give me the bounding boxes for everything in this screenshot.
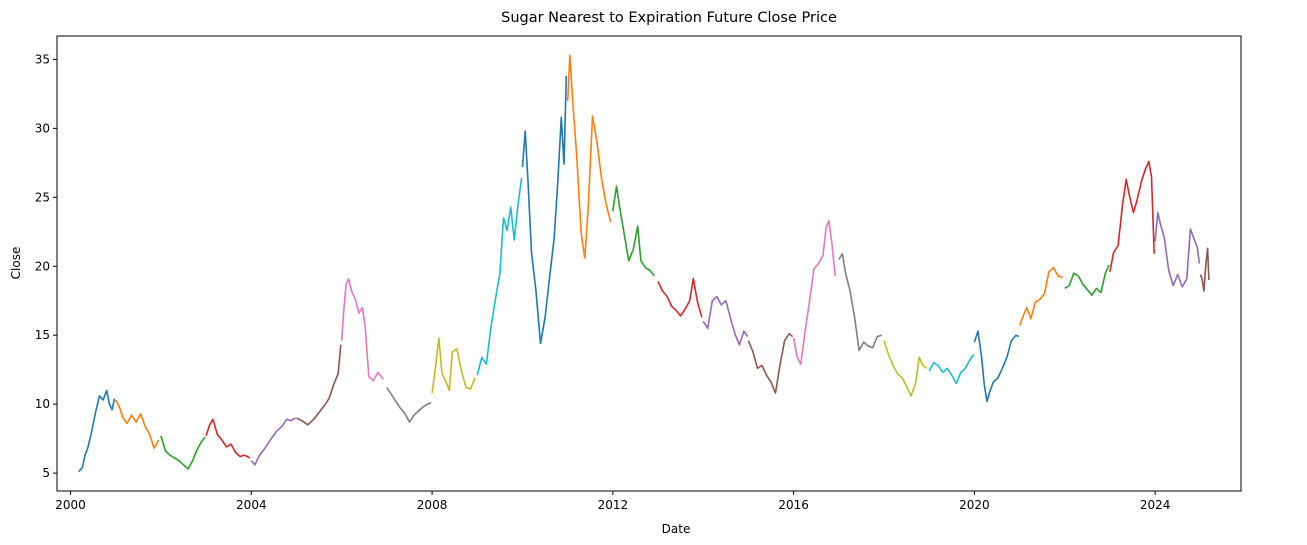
y-tick-label: 35 <box>35 52 50 66</box>
x-tick-label: 2024 <box>1140 498 1171 512</box>
series-line-2003 <box>205 418 251 459</box>
x-tick-label: 2016 <box>778 498 809 512</box>
x-tick-label: 2020 <box>959 498 990 512</box>
series-line-2025 <box>1199 247 1210 292</box>
series-line-2016 <box>792 220 836 365</box>
series-line-2018 <box>883 340 928 397</box>
plot-frame <box>56 35 1242 492</box>
x-tick-label: 2000 <box>55 498 86 512</box>
series-line-2008 <box>431 337 476 394</box>
x-tick-label: 2008 <box>417 498 448 512</box>
y-tick-label: 20 <box>35 259 50 273</box>
x-axis-label: Date <box>662 522 691 536</box>
series-line-2022 <box>1064 264 1110 296</box>
series-line-2013 <box>657 277 703 318</box>
series-line-2011 <box>566 54 612 259</box>
series-line-2015 <box>747 333 794 394</box>
x-tick-label: 2012 <box>598 498 629 512</box>
series-line-2006 <box>340 277 384 382</box>
y-tick-label: 5 <box>42 466 50 480</box>
series-line-2001 <box>114 399 160 450</box>
y-tick-label: 15 <box>35 328 50 342</box>
series-line-2004 <box>250 417 297 466</box>
series-line-2002 <box>160 435 206 470</box>
series-line-2010 <box>521 75 568 345</box>
series-group <box>78 54 1210 473</box>
series-line-2021 <box>1018 266 1063 326</box>
series-line-2024 <box>1154 211 1201 288</box>
x-axis: 2000 2004 2008 2012 2016 2020 2024 <box>55 491 1170 512</box>
y-axis-label: Close <box>9 247 23 280</box>
chart-title: Sugar Nearest to Expiration Future Close… <box>501 10 837 26</box>
series-line-2020 <box>973 330 1020 403</box>
series-line-2023 <box>1109 160 1155 272</box>
series-line-2017 <box>838 253 882 352</box>
series-line-2005 <box>296 344 342 426</box>
series-line-2007 <box>386 387 432 423</box>
y-tick-label: 10 <box>35 397 50 411</box>
series-line-2014 <box>702 295 749 346</box>
y-axis: 5 10 15 20 25 30 35 <box>35 52 57 480</box>
series-line-2012 <box>612 185 656 277</box>
series-line-2009 <box>476 177 523 376</box>
y-tick-label: 25 <box>35 190 50 204</box>
y-tick-label: 30 <box>35 121 50 135</box>
series-line-2019 <box>928 354 975 385</box>
x-tick-label: 2004 <box>236 498 267 512</box>
series-line-2000 <box>78 389 116 473</box>
